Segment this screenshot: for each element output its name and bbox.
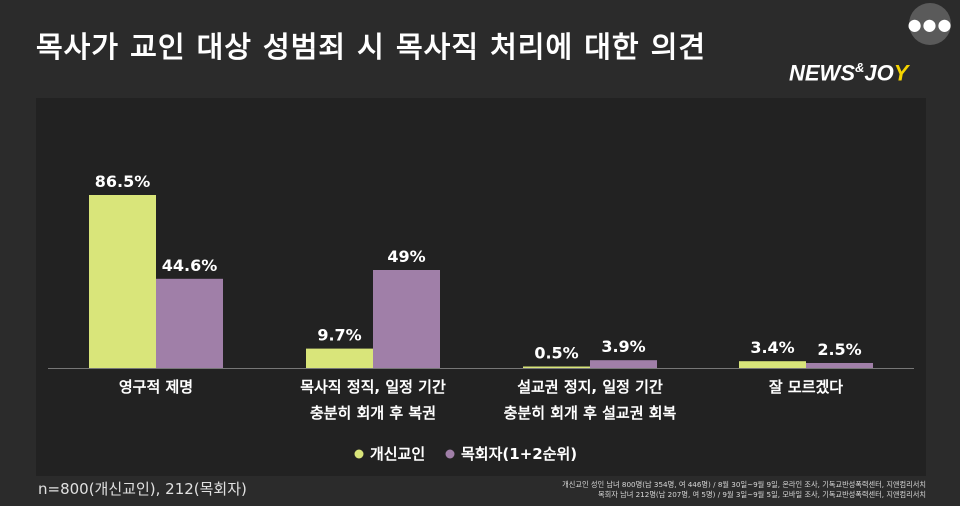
category-label-2-2: 충분히 회개 후 복권 [310,404,436,422]
source-line-1: 개신교인 성인 남녀 800명(남 354명, 여 446명) / 8월 30일… [562,480,926,489]
bar-pastor-2 [373,270,440,368]
source-line-2: 목회자 남녀 212명(남 207명, 여 5명) / 9월 3일~9월 5일,… [597,490,926,499]
category-label-1-1: 영구적 제명 [119,378,193,396]
sample-size-note: n=800(개신교인), 212(목회자) [38,480,247,498]
data-label-laity-3: 0.5% [534,344,578,363]
logo-y: Y [893,60,909,86]
legend-item-laity-marker [354,449,364,459]
legend-item-pastor-marker [445,449,455,459]
data-label-pastor-3: 3.9% [601,337,645,356]
logo-jo: JO [864,60,894,86]
data-label-laity-1: 86.5% [95,172,151,191]
data-label-pastor-2: 49% [387,247,425,266]
category-label-2-1: 목사직 정직, 일정 기간 [300,378,446,396]
page-title: 목사가 교인 대상 성범죄 시 목사직 처리에 대한 의견 [36,30,707,64]
bar-laity-2 [306,348,373,368]
bar-chart: 86.5% 44.6% 영구적 제명 9.7% 49% 목사직 정직, 일정 기간충분히 … [48,172,914,463]
data-label-laity-4: 3.4% [750,338,794,357]
legend-item-laity-label: 개신교인 [370,445,425,463]
data-label-pastor-4: 2.5% [817,340,861,359]
legend-item-pastor-label: 목회자(1+2순위) [461,445,577,463]
category-label-3-2: 충분히 회개 후 설교권 회복 [504,404,677,422]
bar-pastor-1 [156,278,223,368]
more-dots-icon[interactable]: ●●● [908,3,951,45]
data-label-pastor-1: 44.6% [162,256,218,275]
logo-amp: & [855,60,865,75]
data-label-laity-2: 9.7% [317,326,361,345]
source-note: 개신교인 성인 남녀 800명(남 354명, 여 446명) / 8월 30일… [562,480,926,500]
bar-laity-1 [89,195,156,368]
bar-pastor-4 [806,363,873,368]
news-and-joy-logo: NEWS&JOY [789,60,908,86]
logo-news: NEWS [789,60,855,86]
category-label-4-1: 잘 모르겠다 [769,378,843,396]
bar-laity-3 [523,366,590,368]
bar-pastor-3 [590,360,657,368]
bar-laity-4 [739,361,806,368]
category-label-3-1: 설교권 정지, 일정 기간 [517,378,663,396]
